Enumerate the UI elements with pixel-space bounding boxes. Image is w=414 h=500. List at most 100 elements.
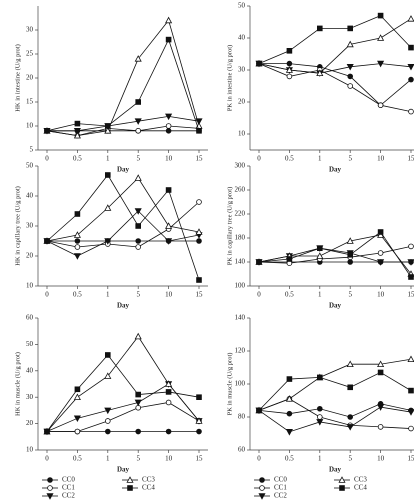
- legend-marker: [46, 493, 54, 500]
- y-tick-label: 10: [26, 282, 34, 290]
- point: [377, 229, 384, 235]
- y-axis-label: HK in intestine (U/g prot): [14, 44, 21, 112]
- y-tick-label: 50: [26, 162, 34, 170]
- y-tick-label: 50: [238, 2, 246, 10]
- x-tick-label: 0: [257, 291, 261, 299]
- x-tick-label: 1: [106, 155, 110, 163]
- x-tick-label: 0: [257, 155, 261, 163]
- point: [74, 386, 81, 393]
- point: [165, 36, 172, 43]
- legend-marker: [259, 485, 265, 491]
- y-tick-label: 100: [235, 282, 246, 290]
- series-line: [258, 246, 412, 264]
- x-tick-label: 15: [408, 455, 414, 463]
- point: [347, 414, 354, 420]
- point: [135, 99, 142, 105]
- point: [408, 76, 414, 83]
- x-tick-label: 5: [348, 455, 352, 463]
- point: [135, 391, 142, 398]
- legend-marker: [47, 477, 53, 483]
- x-tick-label: 10: [165, 455, 173, 463]
- legend-marker: [127, 485, 133, 491]
- point: [135, 223, 142, 229]
- series-line: [46, 383, 200, 432]
- y-tick-label: 30: [238, 66, 246, 74]
- x-tick-label: 0: [45, 291, 49, 299]
- legend-label: CC1: [274, 484, 287, 492]
- point: [165, 380, 173, 387]
- series-line: [46, 38, 200, 132]
- point: [346, 424, 354, 431]
- series-line: [46, 174, 200, 281]
- y-tick-label: 220: [235, 210, 246, 218]
- y-tick-label: 260: [235, 186, 246, 194]
- point: [408, 108, 414, 115]
- x-tick-label: 15: [196, 455, 204, 463]
- y-tick-label: 20: [26, 252, 34, 260]
- series-line: [46, 335, 200, 432]
- point: [316, 414, 323, 420]
- point: [407, 64, 414, 71]
- point: [105, 352, 111, 358]
- point: [135, 238, 142, 244]
- point: [74, 238, 81, 244]
- point: [377, 34, 385, 41]
- point: [377, 404, 385, 411]
- x-tick-label: 0.5: [285, 455, 294, 463]
- series-line: [46, 177, 200, 242]
- point: [73, 127, 81, 135]
- point: [165, 113, 173, 121]
- x-axis-label: Day: [329, 466, 342, 474]
- y-tick-label: 40: [26, 192, 34, 200]
- point: [135, 244, 142, 250]
- point: [105, 123, 111, 129]
- series-line: [47, 115, 200, 132]
- y-tick-label: 300: [235, 162, 246, 170]
- series-line: [258, 371, 412, 411]
- series-line: [258, 403, 412, 418]
- point: [286, 48, 293, 54]
- point: [165, 399, 172, 406]
- point: [407, 409, 414, 416]
- y-tick-label: 30: [26, 222, 34, 230]
- point: [165, 389, 172, 395]
- point: [196, 127, 202, 134]
- point: [347, 259, 354, 265]
- point: [74, 211, 81, 217]
- point: [407, 259, 414, 266]
- point: [256, 60, 262, 67]
- legend-label: CC2: [62, 492, 75, 500]
- series-line: [258, 15, 412, 64]
- x-tick-label: 10: [377, 155, 385, 163]
- x-tick-label: 1: [318, 291, 322, 299]
- x-tick-label: 5: [136, 155, 140, 163]
- point: [104, 407, 112, 415]
- point: [196, 277, 202, 283]
- point: [286, 60, 293, 67]
- x-tick-label: 15: [196, 155, 204, 163]
- point: [347, 384, 353, 391]
- point: [196, 199, 202, 205]
- legend-label: CC3: [354, 476, 367, 484]
- y-tick-label: 140: [235, 258, 246, 266]
- point: [286, 410, 293, 417]
- legend-marker: [338, 476, 346, 483]
- point: [316, 374, 323, 381]
- x-tick-label: 15: [196, 291, 204, 299]
- point: [165, 428, 172, 435]
- series-line: [46, 201, 200, 248]
- point: [316, 419, 324, 426]
- point: [195, 228, 203, 235]
- point: [196, 238, 202, 244]
- point: [408, 425, 414, 432]
- point: [134, 174, 142, 181]
- point: [134, 118, 142, 125]
- y-axis-label: PK in intestine (U/g prot): [226, 45, 233, 111]
- point: [377, 360, 385, 368]
- x-tick-label: 0.5: [73, 455, 82, 463]
- point: [44, 127, 50, 134]
- point: [316, 405, 323, 412]
- y-tick-label: 100: [235, 380, 246, 388]
- point: [74, 244, 81, 250]
- point: [347, 25, 353, 32]
